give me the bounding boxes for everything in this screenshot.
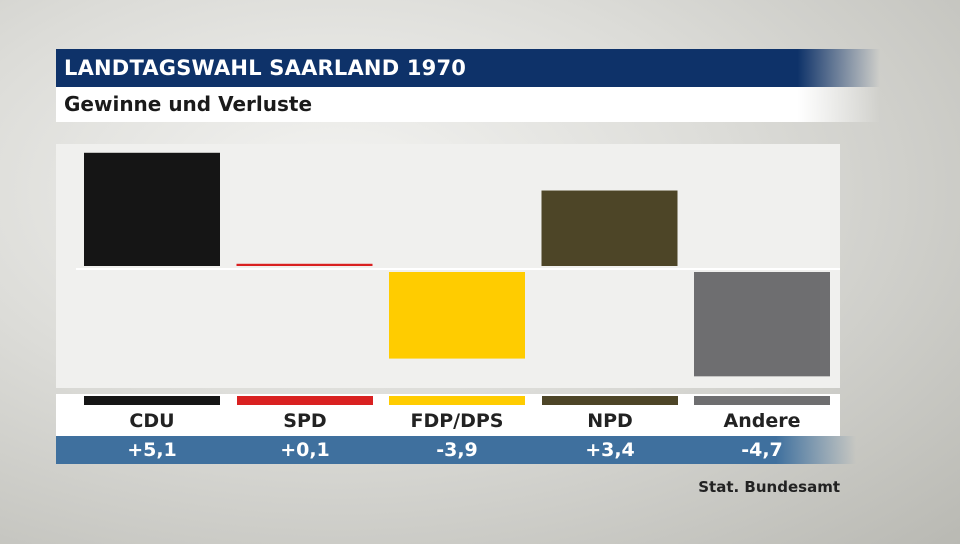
- value-label-npd: +3,4: [585, 439, 635, 461]
- value-label-andere: -4,7: [741, 439, 783, 461]
- subtitle-bar: Gewinne und Verluste: [56, 87, 880, 122]
- bar-cdu: [84, 152, 220, 266]
- source-note: Stat. Bundesamt: [698, 478, 840, 496]
- value-label-fdp-dps: -3,9: [436, 439, 478, 461]
- color-strip-fdp-dps: [389, 396, 525, 405]
- color-strip-npd: [541, 396, 678, 405]
- color-strip-spd: [236, 396, 373, 405]
- bar-chart: [76, 152, 840, 377]
- category-label-spd: SPD: [283, 410, 327, 432]
- color-strip-cdu: [84, 396, 220, 405]
- value-label-cdu: +5,1: [127, 439, 177, 461]
- title-bar: LANDTAGSWAHL SAARLAND 1970: [56, 49, 880, 87]
- category-label-band: [56, 394, 840, 436]
- chart-title: LANDTAGSWAHL SAARLAND 1970: [64, 56, 467, 80]
- value-label-spd: +0,1: [280, 439, 330, 461]
- category-label-cdu: CDU: [129, 410, 175, 432]
- bar-andere: [694, 272, 830, 377]
- chart-subtitle: Gewinne und Verluste: [64, 92, 313, 116]
- value-label-band: [56, 436, 856, 464]
- category-label-fdp-dps: FDP/DPS: [410, 410, 504, 432]
- plot-area: [56, 144, 840, 388]
- category-label-andere: Andere: [723, 410, 801, 432]
- bar-npd: [541, 190, 678, 266]
- color-strip-andere: [694, 396, 830, 405]
- bar-spd: [236, 263, 373, 266]
- bar-fdp-dps: [389, 272, 525, 359]
- category-label-npd: NPD: [587, 410, 633, 432]
